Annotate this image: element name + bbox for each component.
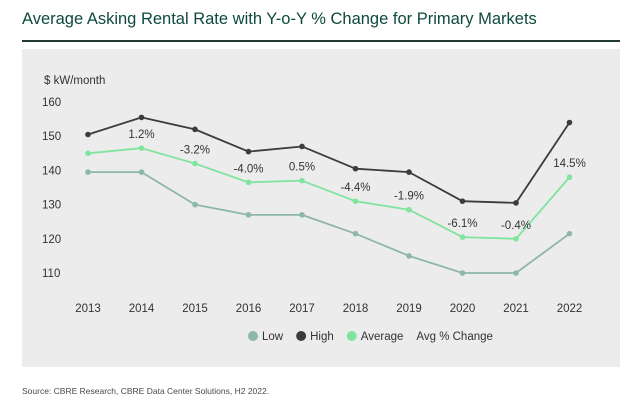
pct-change-label: -4.4% <box>340 182 370 194</box>
x-tick-label: 2015 <box>182 303 208 315</box>
legend-label-average: Average <box>361 331 404 343</box>
chart-title: Average Asking Rental Rate with Y-o-Y % … <box>22 10 537 28</box>
x-tick-label: 2022 <box>557 303 583 315</box>
point-average <box>459 234 466 240</box>
y-tick-label: 120 <box>42 234 61 246</box>
point-low <box>299 212 305 218</box>
point-average <box>138 145 145 151</box>
pct-change-label: -6.1% <box>447 218 477 230</box>
point-high <box>352 165 359 172</box>
point-high <box>138 114 145 121</box>
y-tick-label: 130 <box>42 200 61 212</box>
x-tick-label: 2018 <box>343 303 369 315</box>
point-high <box>192 126 198 133</box>
point-low <box>192 201 198 208</box>
point-average <box>406 206 412 213</box>
chart-panel <box>22 49 620 367</box>
series-line-low <box>88 171 571 274</box>
point-low <box>406 253 412 259</box>
x-tick-label: 2021 <box>503 303 529 315</box>
x-tick-label: 2014 <box>129 303 155 315</box>
point-high <box>85 131 91 138</box>
x-tick-label: 2016 <box>236 303 262 315</box>
pct-change-label: 0.5% <box>289 162 315 174</box>
pct-change-label: -0.4% <box>501 220 531 232</box>
point-high <box>245 148 252 155</box>
legend-label-avg-change: Avg % Change <box>416 331 493 343</box>
point-average <box>513 236 519 242</box>
point-low <box>352 230 359 237</box>
series-line-average <box>87 147 571 240</box>
point-high <box>299 143 305 150</box>
point-average <box>566 174 573 181</box>
point-low <box>459 270 466 276</box>
x-tick-label: 2017 <box>289 303 315 315</box>
point-low <box>138 169 145 175</box>
point-high <box>566 119 573 126</box>
pct-change-label: -3.2% <box>180 145 210 157</box>
point-average <box>299 177 305 184</box>
point-average <box>192 160 198 167</box>
point-average <box>85 150 91 157</box>
point-low <box>566 230 573 237</box>
point-low <box>245 212 252 218</box>
x-tick-label: 2019 <box>396 303 422 315</box>
pct-change-label: -1.9% <box>394 191 424 203</box>
point-low <box>85 169 91 175</box>
point-average <box>245 179 252 186</box>
point-high <box>513 200 519 206</box>
legend-label-low: Low <box>262 331 284 343</box>
title-rule <box>22 40 620 42</box>
y-tick-label: 150 <box>42 131 61 143</box>
x-tick-label: 2020 <box>450 303 476 315</box>
x-tick-label: 2013 <box>75 303 101 315</box>
series-line-high <box>87 116 571 204</box>
y-tick-label: 140 <box>42 165 61 177</box>
y-tick-label: 160 <box>42 97 61 109</box>
y-axis-label: $ kW/month <box>44 75 105 87</box>
pct-change-label: 14.5% <box>553 158 586 170</box>
point-average <box>352 198 359 204</box>
legend-marker-high <box>296 331 307 341</box>
legend-label-high: High <box>310 331 334 343</box>
point-high <box>459 198 466 204</box>
point-low <box>513 270 519 276</box>
pct-change-label: 1.2% <box>128 129 154 141</box>
pct-change-label: -4.0% <box>233 163 263 175</box>
source-note: Source: CBRE Research, CBRE Data Center … <box>22 386 270 396</box>
legend-marker-low <box>248 331 258 341</box>
point-high <box>406 169 412 175</box>
legend-marker-average <box>346 331 357 341</box>
y-tick-label: 110 <box>42 268 60 280</box>
